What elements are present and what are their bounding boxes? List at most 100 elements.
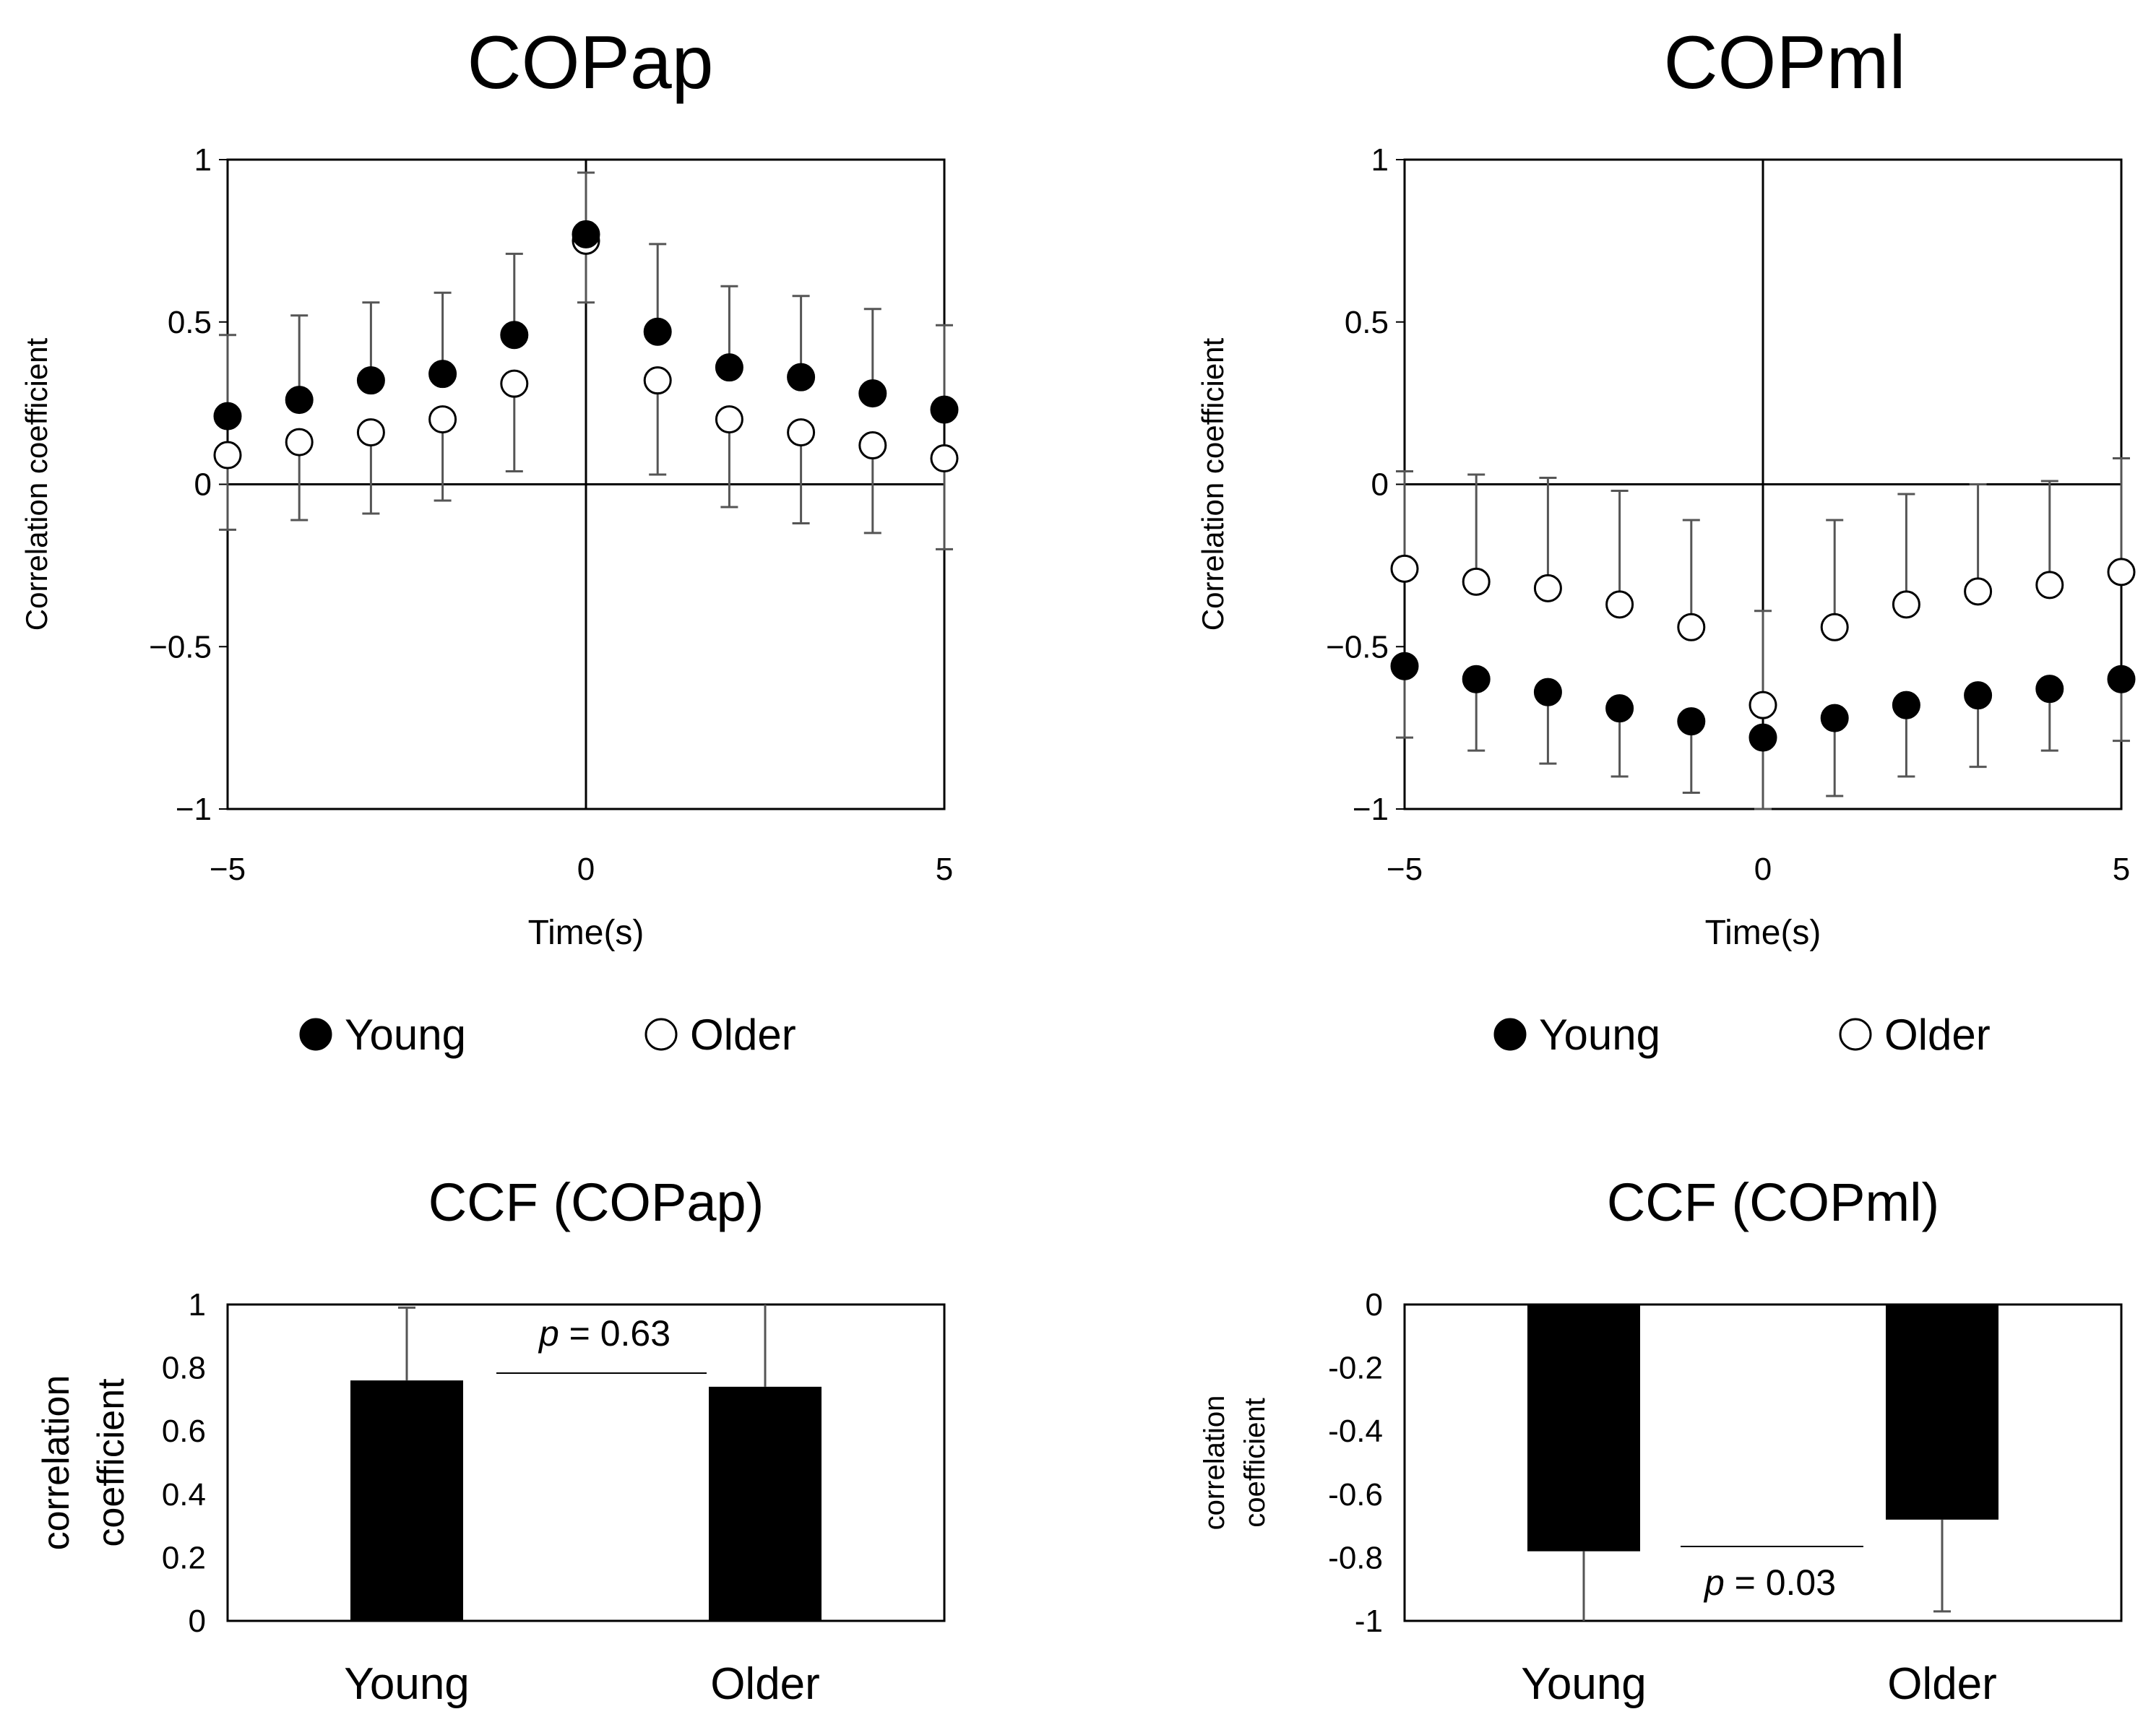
scatter-panel-0: COPap −1 −0.5 0 0.5 1 −5 0 5 Time(s) Correlation c… (20, 21, 959, 1059)
young-point (1605, 694, 1634, 723)
older-point (643, 366, 672, 395)
young-point (1462, 665, 1491, 693)
bar-older (1886, 1305, 1998, 1520)
young-point (858, 379, 887, 408)
older-point (1462, 567, 1491, 596)
young-point (213, 402, 242, 430)
legend: Young Older (1493, 1011, 1991, 1059)
y-tick-label: −0.5 (1326, 629, 1389, 665)
bar-older (709, 1386, 822, 1621)
y-tick-label: 0.5 (168, 305, 212, 340)
y-tick-label: 0 (1366, 1287, 1383, 1323)
older-point (2107, 558, 2136, 587)
y-tick-label: -0.2 (1328, 1351, 1383, 1386)
plot-frame (226, 1303, 946, 1622)
legend-young-marker (299, 1018, 332, 1051)
p-value: = 0.63 (559, 1313, 670, 1354)
y-tick-label: 0 (1371, 467, 1389, 503)
young-point (285, 386, 314, 415)
chart-title: CCF (COPap) (428, 1172, 764, 1232)
older-point (715, 405, 743, 434)
young-point (1533, 678, 1562, 706)
y-axis-label-line: coefficient (90, 1378, 132, 1547)
y-axis-label: Correlation coefficient (1196, 337, 1230, 631)
older-point (1748, 691, 1777, 719)
young-point (1892, 691, 1920, 719)
older-point (1390, 554, 1419, 583)
y-tick-label: 1 (194, 142, 212, 178)
category-label: Young (344, 1659, 470, 1709)
chart-title: COPap (467, 21, 713, 105)
older-point (787, 418, 816, 447)
young-point (1964, 681, 1993, 710)
y-tick-label: 0 (189, 1604, 206, 1639)
young-point (500, 321, 529, 350)
y-axis-label-line: coefficient (1239, 1398, 1271, 1527)
older-point (2035, 571, 2064, 600)
category-label: Older (710, 1659, 820, 1709)
young-point (2035, 675, 2064, 704)
category-label: Young (1521, 1659, 1647, 1709)
young-point (572, 220, 600, 248)
scatter-panel-1: COPml −1 −0.5 0 0.5 1 −5 0 5 Time(s) Correlation c… (1196, 21, 2136, 1059)
older-point (1892, 590, 1920, 619)
young-point (1390, 652, 1419, 680)
chart-title: COPml (1663, 21, 1905, 105)
y-tick-label: 0.5 (1345, 305, 1389, 340)
chart-title: CCF (COPml) (1607, 1172, 1939, 1232)
x-tick-label: −5 (1387, 852, 1423, 887)
legend-older-marker (1839, 1018, 1872, 1051)
legend-young-label: Young (1539, 1011, 1660, 1059)
y-tick-label: 1 (1371, 142, 1389, 178)
x-axis-label: Time(s) (1705, 914, 1821, 952)
y-tick-label: -1 (1355, 1604, 1383, 1639)
y-tick-label: −1 (1353, 792, 1389, 827)
y-tick-label: -0.6 (1328, 1477, 1383, 1513)
x-tick-label: 0 (577, 852, 595, 887)
legend-older-marker (644, 1018, 678, 1051)
older-point (930, 444, 959, 473)
y-tick-label: 0.2 (162, 1540, 206, 1575)
older-point (428, 405, 457, 434)
older-point (1533, 574, 1562, 602)
bar-panel-2: CCF (COPap) 0 0.2 0.4 0.6 0.8 1 correlation coef… (35, 1172, 946, 1709)
young-point (1820, 704, 1849, 732)
bar-panel-3: CCF (COPml) -1 -0.8 -0.6 -0.4 -0.2 0 correlatio… (1199, 1172, 2123, 1709)
y-axis-label: correlation coefficient (35, 1375, 132, 1551)
y-tick-label: -0.8 (1328, 1540, 1383, 1575)
bar-young (350, 1380, 463, 1621)
y-tick-label: −1 (176, 792, 212, 827)
p-label: p (1703, 1562, 1725, 1603)
young-point (1748, 723, 1777, 752)
young-point (428, 360, 457, 389)
y-tick-label: 0 (194, 467, 212, 503)
older-point (858, 431, 887, 460)
y-tick-label: 0.6 (162, 1414, 206, 1449)
p-value: = 0.03 (1725, 1562, 1836, 1603)
young-point (356, 366, 385, 395)
older-point (285, 428, 314, 457)
y-tick-label: -0.4 (1328, 1414, 1383, 1449)
young-point (930, 395, 959, 424)
x-tick-label: −5 (210, 852, 246, 887)
young-point (2107, 665, 2136, 693)
young-point (643, 317, 672, 346)
x-tick-label: 5 (2113, 852, 2130, 887)
bar-young (1527, 1305, 1640, 1552)
legend-young-marker (1493, 1018, 1527, 1051)
legend-older-label: Older (690, 1011, 796, 1059)
legend: Young Older (299, 1011, 796, 1059)
older-point (213, 441, 242, 470)
y-tick-label: 0.8 (162, 1351, 206, 1386)
x-axis-label: Time(s) (528, 914, 644, 952)
young-point (787, 363, 816, 391)
older-point (500, 369, 529, 398)
young-point (715, 353, 743, 382)
y-tick-label: −0.5 (149, 629, 212, 665)
p-value-annotation: p = 0.63 (538, 1313, 670, 1354)
p-value-annotation: p = 0.03 (1703, 1562, 1836, 1603)
legend-older-label: Older (1884, 1011, 1991, 1059)
older-point (356, 418, 385, 447)
category-label: Older (1887, 1659, 1997, 1709)
